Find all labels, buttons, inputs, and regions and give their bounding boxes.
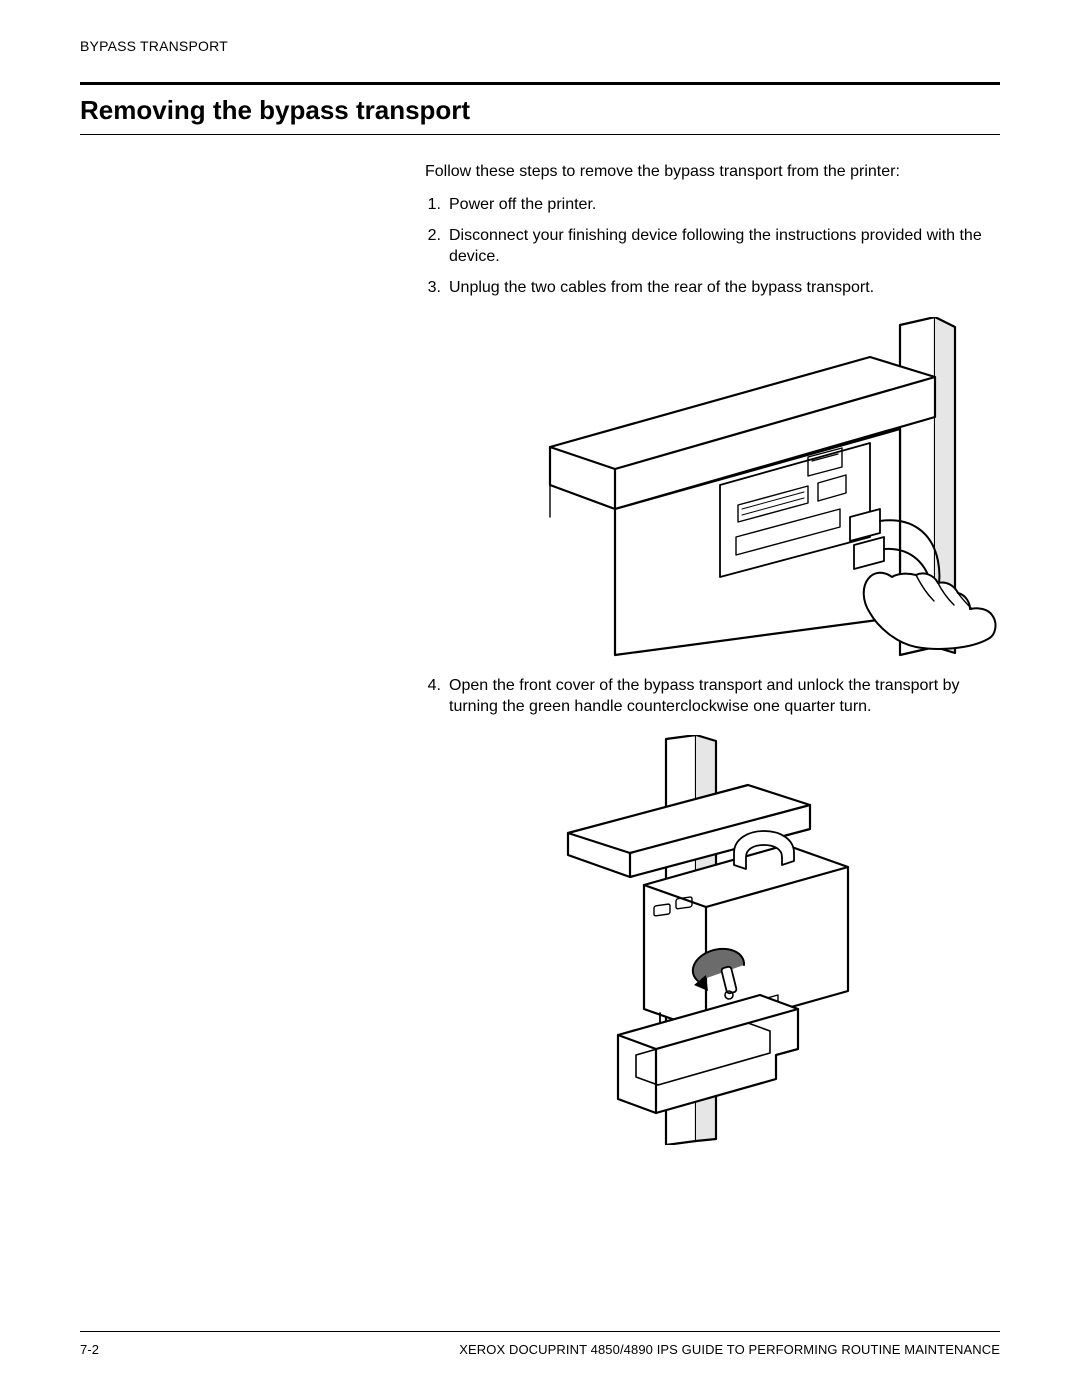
page-number: 7-2 <box>80 1342 99 1357</box>
running-header: BYPASS TRANSPORT <box>80 38 1000 82</box>
step-item: 3. Unplug the two cables from the rear o… <box>425 277 1000 298</box>
step-text: Open the front cover of the bypass trans… <box>449 675 1000 717</box>
figure-unlock-handle <box>425 735 1000 1145</box>
figure-unplug-cables <box>425 317 1000 657</box>
steps-list-continued: 4. Open the front cover of the bypass tr… <box>425 675 1000 717</box>
step-number: 1. <box>425 194 449 215</box>
step-text: Unplug the two cables from the rear of t… <box>449 277 1000 298</box>
step-number: 3. <box>425 277 449 298</box>
steps-list: 1. Power off the printer. 2. Disconnect … <box>425 194 1000 298</box>
step-item: 1. Power off the printer. <box>425 194 1000 215</box>
step-number: 4. <box>425 675 449 717</box>
step-text: Power off the printer. <box>449 194 1000 215</box>
page: BYPASS TRANSPORT Removing the bypass tra… <box>0 0 1080 1397</box>
section-title: Removing the bypass transport <box>80 85 1000 134</box>
intro-text: Follow these steps to remove the bypass … <box>425 161 1000 182</box>
step-number: 2. <box>425 225 449 267</box>
body-column: Follow these steps to remove the bypass … <box>425 135 1000 1145</box>
footer-rule <box>80 1331 1000 1332</box>
footer-doc-title: XEROX DOCUPRINT 4850/4890 IPS GUIDE TO P… <box>459 1342 1000 1357</box>
page-footer: 7-2 XEROX DOCUPRINT 4850/4890 IPS GUIDE … <box>80 1331 1000 1357</box>
step-item: 4. Open the front cover of the bypass tr… <box>425 675 1000 717</box>
step-text: Disconnect your finishing device followi… <box>449 225 1000 267</box>
step-item: 2. Disconnect your finishing device foll… <box>425 225 1000 267</box>
